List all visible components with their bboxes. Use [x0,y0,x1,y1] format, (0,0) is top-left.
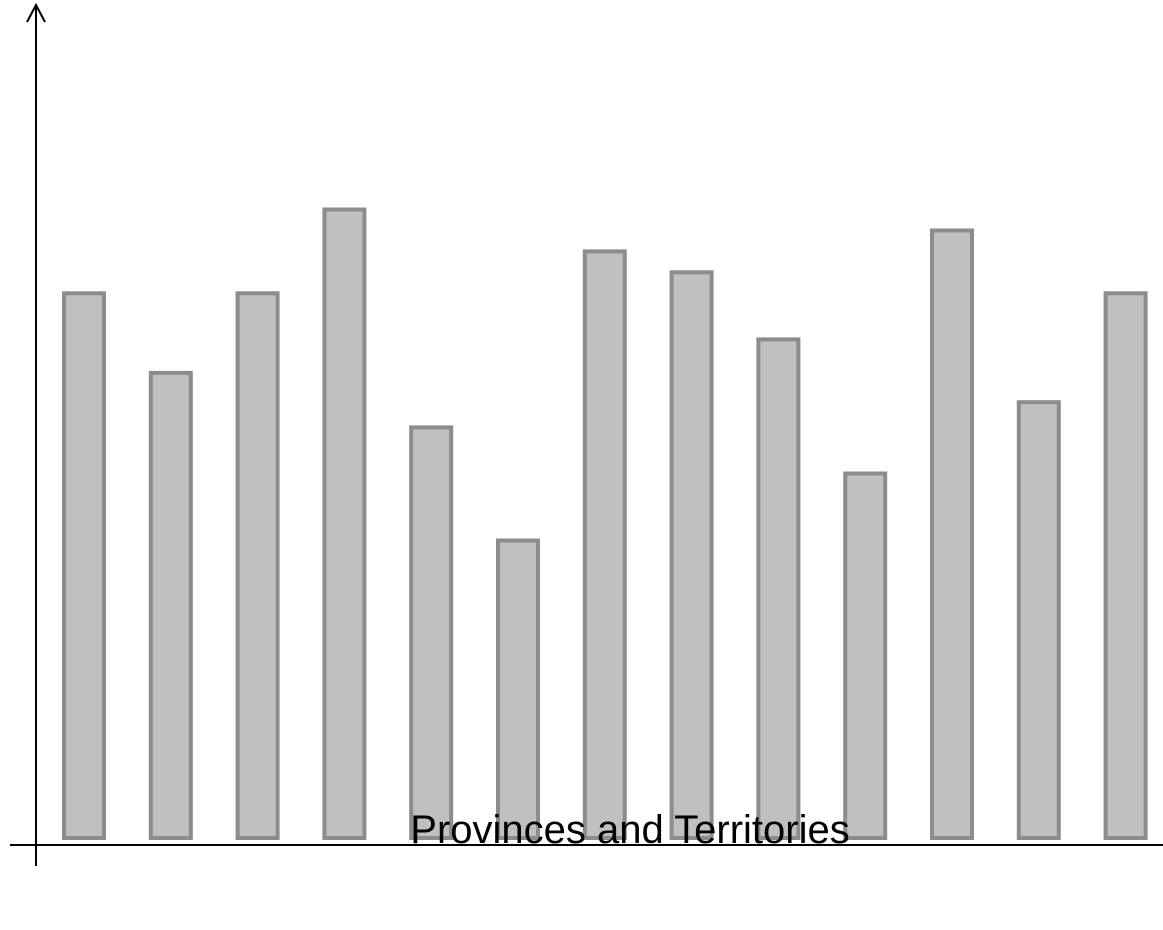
y-axis-arrowhead [26,2,46,23]
x-axis-label: Provinces and Territories [410,808,850,852]
bar-13 [1103,291,1148,840]
bar-11 [930,228,974,840]
bar-1 [62,291,106,840]
bar-3 [235,291,280,840]
bar-9 [756,337,801,840]
bar-5 [409,425,454,840]
bar-12 [1016,400,1061,840]
bar-2 [148,370,193,840]
bars-group [62,207,1148,840]
bar-8 [669,270,714,840]
bar-4 [322,207,367,840]
bar-7 [582,249,627,840]
bar-10 [843,471,888,840]
bar-6 [496,538,540,840]
